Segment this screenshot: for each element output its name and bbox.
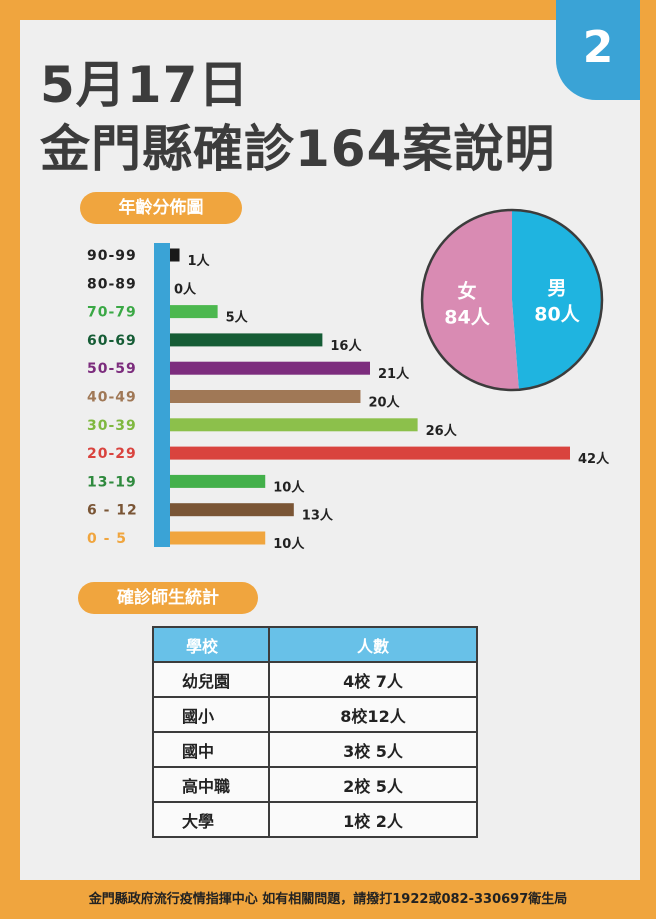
table-header-row: 學校 人數	[152, 626, 478, 663]
table-row: 大學 1校 2人	[152, 801, 478, 838]
title-date: 5月17日	[40, 56, 250, 114]
category-label: 13-19	[87, 474, 137, 490]
age-bar	[170, 333, 323, 347]
page-title: 金門縣確診164案說明	[40, 120, 556, 178]
pie-outline	[420, 208, 604, 392]
chart-axis-bar	[154, 243, 170, 547]
bar-value-label: 0人	[174, 281, 197, 297]
school-count: 4校 7人	[268, 661, 478, 698]
age-bar	[170, 305, 218, 319]
school-name: 國小	[152, 696, 270, 733]
bar-value-label: 26人	[426, 423, 458, 439]
age-bar	[170, 361, 370, 375]
bar-value-label: 1人	[188, 253, 211, 269]
bar-value-label: 10人	[273, 479, 305, 495]
pie-slice-male	[512, 210, 603, 390]
age-bar	[170, 390, 361, 403]
header-school: 學校	[152, 626, 270, 663]
category-label: 40-49	[87, 390, 137, 406]
bar-value-label: 16人	[330, 338, 362, 354]
category-label: 20-29	[87, 446, 137, 462]
school-name: 國中	[152, 731, 270, 768]
page-number-badge: 2	[556, 0, 640, 100]
school-stats-table: 學校 人數 幼兒園 4校 7人 國小 8校12人 國中 3校 5人 高中職 2校…	[152, 626, 478, 838]
pie-name-label: 男	[547, 277, 566, 299]
footer-note: 金門縣政府流行疫情指揮中心 如有相關問題，請撥打1922或082-330697衛…	[88, 892, 568, 907]
category-label: 0 - 5	[87, 531, 127, 547]
category-label: 30-39	[87, 418, 137, 434]
school-count: 1校 2人	[268, 801, 478, 838]
school-name: 大學	[152, 801, 270, 838]
school-section-label: 確診師生統計	[78, 582, 258, 614]
age-bar	[170, 248, 180, 262]
header-count: 人數	[268, 626, 478, 663]
age-bar	[170, 474, 266, 488]
school-count: 3校 5人	[268, 731, 478, 768]
table-row: 幼兒園 4校 7人	[152, 661, 478, 698]
bar-value-label: 10人	[273, 536, 305, 552]
pie-value-label: 80人	[534, 303, 580, 325]
table-row: 國中 3校 5人	[152, 731, 478, 768]
school-name: 幼兒園	[152, 661, 270, 698]
bar-value-label: 5人	[226, 310, 249, 326]
school-count: 8校12人	[268, 696, 478, 733]
table-row: 國小 8校12人	[152, 696, 478, 733]
table-row: 高中職 2校 5人	[152, 766, 478, 803]
bar-value-label: 42人	[578, 451, 610, 467]
age-bar	[170, 531, 266, 545]
age-bar	[170, 503, 294, 517]
category-label: 80-89	[87, 276, 137, 292]
bar-value-label: 13人	[302, 508, 334, 524]
age-bar	[170, 418, 418, 432]
school-name: 高中職	[152, 766, 270, 803]
bar-value-label: 21人	[378, 366, 410, 382]
pie-slice-female	[422, 210, 519, 390]
category-label: 50-59	[87, 361, 137, 377]
age-section-label: 年齡分佈圖	[80, 192, 242, 224]
category-label: 90-99	[87, 248, 137, 264]
category-label: 6 - 12	[87, 503, 138, 519]
category-label: 70-79	[87, 305, 137, 321]
school-count: 2校 5人	[268, 766, 478, 803]
pie-value-label: 84人	[444, 307, 490, 329]
bar-value-label: 20人	[368, 395, 400, 411]
category-label: 60-69	[87, 333, 137, 349]
age-bar	[170, 446, 570, 460]
pie-name-label: 女	[458, 280, 477, 303]
